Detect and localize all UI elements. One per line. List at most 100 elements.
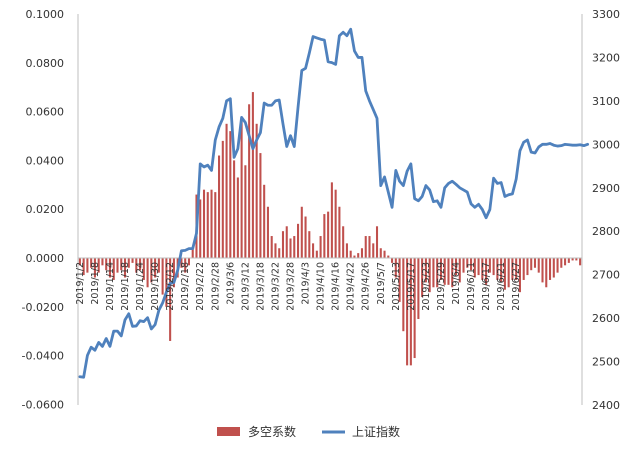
bar bbox=[500, 258, 503, 283]
left-tick-label: -0.0400 bbox=[22, 350, 64, 363]
bar bbox=[146, 258, 149, 288]
bar bbox=[150, 258, 153, 283]
bar bbox=[218, 155, 221, 258]
bar bbox=[481, 258, 484, 280]
bar bbox=[297, 223, 300, 258]
bar bbox=[533, 258, 537, 268]
bar bbox=[436, 258, 439, 288]
x-tick-label: 2019/4/22 bbox=[346, 262, 357, 311]
left-tick-label: 0.0800 bbox=[26, 57, 65, 70]
bar bbox=[424, 258, 427, 283]
bar bbox=[229, 131, 232, 258]
x-tick-label: 2019/2/22 bbox=[195, 262, 206, 311]
bar bbox=[345, 243, 348, 258]
bar bbox=[575, 258, 578, 261]
bar bbox=[379, 248, 382, 258]
bar bbox=[387, 255, 390, 258]
bar bbox=[579, 258, 582, 266]
bar-series bbox=[78, 92, 582, 366]
legend-swatch-bar bbox=[217, 427, 240, 436]
bar bbox=[127, 258, 130, 268]
bar bbox=[518, 258, 521, 293]
bar bbox=[383, 250, 386, 258]
bar bbox=[123, 258, 127, 278]
bar bbox=[274, 243, 277, 258]
bar bbox=[454, 258, 458, 276]
bar bbox=[537, 258, 540, 273]
x-tick-label: 2019/3/22 bbox=[270, 262, 281, 311]
bar bbox=[357, 253, 360, 258]
bar bbox=[112, 258, 115, 280]
bar bbox=[409, 258, 412, 366]
bar bbox=[233, 160, 236, 258]
bar bbox=[406, 258, 409, 366]
bar bbox=[300, 206, 303, 258]
bar bbox=[368, 236, 371, 258]
bar bbox=[263, 184, 266, 258]
left-tick-label: 0.0600 bbox=[26, 106, 65, 119]
right-tick-label: 3100 bbox=[592, 95, 620, 108]
x-tick-label: 2019/3/28 bbox=[286, 262, 297, 311]
bar bbox=[323, 214, 326, 258]
bar bbox=[515, 258, 518, 280]
x-tick-label: 2019/4/3 bbox=[301, 262, 312, 305]
bar bbox=[470, 258, 473, 271]
bar bbox=[526, 258, 529, 276]
bar bbox=[432, 258, 435, 288]
right-axis-ticks: 3300 3200 3100 3000 2900 2800 2700 2600 2500 2400 bbox=[592, 8, 620, 412]
bar bbox=[187, 258, 190, 266]
x-tick-label: 2019/5/13 bbox=[391, 262, 402, 311]
bar bbox=[402, 258, 405, 332]
bar bbox=[522, 258, 525, 280]
bar bbox=[375, 226, 379, 258]
bar bbox=[191, 248, 194, 258]
line-series bbox=[78, 27, 590, 379]
bar bbox=[372, 243, 375, 258]
x-tick-label: 2019/2/28 bbox=[210, 262, 221, 311]
bar bbox=[251, 92, 254, 258]
right-tick-label: 2400 bbox=[592, 399, 620, 412]
bar bbox=[560, 258, 563, 268]
legend-label-bar: 多空系数 bbox=[248, 424, 296, 439]
bar bbox=[364, 236, 367, 258]
bar bbox=[225, 123, 228, 258]
bar bbox=[451, 258, 454, 288]
x-tick-label: 2019/2/12 bbox=[165, 262, 176, 311]
bar bbox=[439, 258, 442, 280]
bar bbox=[391, 258, 394, 263]
bar bbox=[485, 258, 488, 285]
bar bbox=[116, 258, 119, 273]
x-tick-label: 2019/1/8 bbox=[90, 262, 101, 305]
x-tick-label: 2019/1/2 bbox=[75, 262, 86, 305]
bar bbox=[447, 258, 450, 285]
bar bbox=[330, 182, 333, 258]
bar bbox=[360, 248, 364, 258]
bar bbox=[312, 243, 315, 258]
x-tick-label: 2019/5/29 bbox=[436, 262, 447, 311]
left-tick-label: 0.0200 bbox=[26, 203, 65, 216]
bar bbox=[236, 177, 239, 258]
bar bbox=[507, 258, 510, 288]
x-tick-label: 2019/4/16 bbox=[331, 262, 342, 311]
bar bbox=[477, 258, 480, 276]
bar bbox=[458, 258, 461, 283]
bar bbox=[564, 258, 567, 266]
bar bbox=[315, 250, 318, 258]
left-tick-label: 0.1000 bbox=[26, 8, 65, 21]
bar bbox=[259, 153, 262, 258]
bar bbox=[82, 258, 85, 276]
x-tick-label: 2019/6/27 bbox=[511, 262, 522, 311]
bar bbox=[108, 258, 112, 278]
bar bbox=[199, 199, 202, 258]
legend-label-line: 上证指数 bbox=[352, 424, 400, 439]
bar bbox=[556, 258, 559, 273]
bar bbox=[421, 258, 424, 298]
bar bbox=[349, 250, 352, 258]
x-tick-label: 2019/1/14 bbox=[105, 262, 116, 311]
bar bbox=[154, 258, 157, 278]
bar bbox=[428, 258, 431, 293]
bar bbox=[462, 258, 465, 273]
left-tick-label: -0.0600 bbox=[22, 398, 64, 411]
bar bbox=[549, 258, 552, 280]
